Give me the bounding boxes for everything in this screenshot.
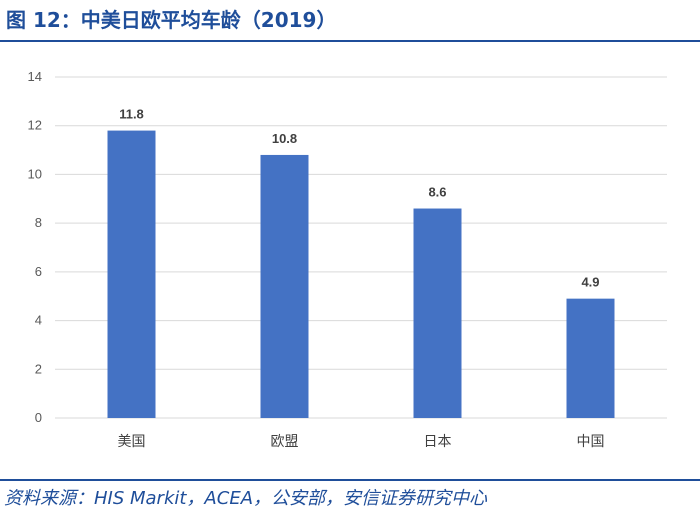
- category-label: 中国: [577, 434, 605, 450]
- bar: [107, 130, 156, 418]
- y-axis-ticks: 0 2 4 6 8 10 12 14: [28, 69, 42, 425]
- x-axis-categories: 美国 欧盟 日本 中国: [118, 434, 605, 450]
- bottom-divider: [0, 479, 700, 481]
- bar: [566, 298, 615, 418]
- source-note: 资料来源：HIS Markit，ACEA，公安部，安信证券研究中心: [4, 488, 488, 509]
- top-divider: [0, 40, 700, 42]
- figure-title: 图 12：中美日欧平均车龄（2019）: [6, 8, 337, 32]
- y-tick-label: 12: [28, 118, 42, 133]
- bars: [107, 130, 615, 418]
- bar: [260, 154, 309, 418]
- category-label: 日本: [424, 434, 452, 450]
- category-label: 欧盟: [271, 434, 299, 450]
- y-tick-label: 14: [28, 69, 42, 84]
- y-tick-label: 8: [35, 215, 42, 230]
- y-tick-label: 0: [35, 410, 42, 425]
- bar-value-label: 4.9: [581, 275, 599, 290]
- y-tick-label: 6: [35, 264, 42, 279]
- bar-chart: 0 2 4 6 8 10 12 14 11.8 10.8 8.6 4.9 美国 欧盟 日本 中国: [28, 69, 667, 450]
- y-tick-label: 4: [35, 313, 42, 328]
- y-tick-label: 2: [35, 361, 42, 376]
- bar: [413, 208, 462, 418]
- bar-value-label: 10.8: [272, 131, 297, 146]
- data-labels: 11.8 10.8 8.6 4.9: [119, 107, 599, 290]
- bar-value-label: 8.6: [428, 185, 446, 200]
- grid-lines: [55, 76, 667, 419]
- bar-value-label: 11.8: [119, 107, 144, 122]
- y-tick-label: 10: [28, 166, 42, 181]
- category-label: 美国: [118, 434, 146, 450]
